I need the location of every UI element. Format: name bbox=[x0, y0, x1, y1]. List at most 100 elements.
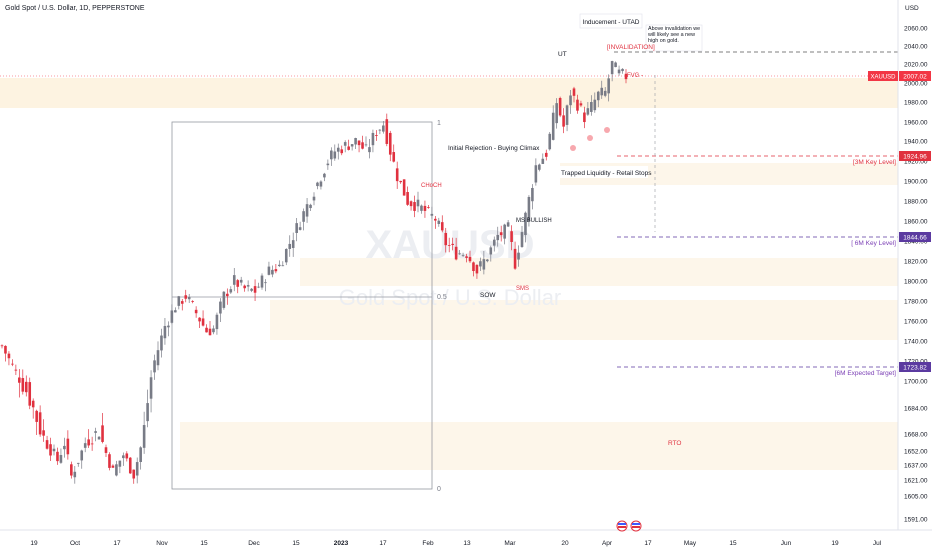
candle bbox=[541, 153, 545, 164]
candle bbox=[18, 369, 21, 398]
candle bbox=[402, 179, 406, 196]
candle bbox=[229, 286, 233, 294]
candle bbox=[569, 90, 572, 114]
candle bbox=[194, 306, 198, 318]
candle bbox=[423, 200, 427, 218]
candle bbox=[167, 321, 170, 337]
x-tick-label: 17 bbox=[113, 540, 121, 547]
initial-rejection-label: Initial Rejection - Buying Climax bbox=[448, 145, 540, 152]
y-tick-label: 2040.00 bbox=[904, 44, 928, 51]
price-axis[interactable]: USD 2060.00 2040.00 2020.00 2000.00 1980.00 1… bbox=[868, 0, 931, 530]
candle bbox=[278, 260, 281, 267]
candle bbox=[295, 217, 298, 242]
candle bbox=[226, 288, 229, 305]
candle bbox=[316, 181, 319, 190]
candle bbox=[187, 293, 191, 303]
candle bbox=[503, 223, 506, 245]
candle bbox=[416, 191, 420, 213]
candle bbox=[319, 180, 323, 190]
economic-events[interactable] bbox=[616, 520, 642, 532]
candle bbox=[76, 462, 80, 467]
candle bbox=[385, 113, 389, 147]
candle bbox=[447, 237, 451, 253]
x-tick-label: Jun bbox=[781, 540, 792, 547]
candle bbox=[260, 273, 264, 290]
candle bbox=[617, 65, 621, 76]
candle bbox=[52, 444, 56, 456]
candle bbox=[104, 444, 108, 458]
candle bbox=[101, 413, 104, 444]
candle bbox=[250, 288, 253, 293]
candle bbox=[506, 219, 510, 228]
x-tick-label: Dec bbox=[248, 540, 260, 547]
candle bbox=[42, 419, 45, 442]
candle bbox=[170, 304, 174, 325]
candle bbox=[343, 140, 347, 153]
candle bbox=[4, 345, 7, 362]
x-tick-label: 20 bbox=[561, 540, 569, 547]
candle bbox=[603, 87, 607, 98]
candle bbox=[45, 435, 49, 450]
y-tick-label: 2060.00 bbox=[904, 26, 928, 33]
candle bbox=[420, 204, 423, 214]
candle bbox=[409, 200, 413, 211]
tag-3m-key-level: [3M Key Level] bbox=[853, 159, 896, 166]
x-tick-label: Nov bbox=[156, 540, 168, 547]
candle bbox=[565, 104, 569, 132]
candle bbox=[558, 96, 562, 118]
candle bbox=[264, 279, 267, 292]
y-tick-label: 1800.00 bbox=[904, 279, 928, 286]
y-tick-label: 1740.00 bbox=[904, 339, 928, 346]
candle bbox=[0, 344, 4, 349]
candle bbox=[135, 457, 139, 484]
candle bbox=[66, 430, 70, 460]
candle bbox=[368, 139, 371, 159]
candle bbox=[323, 172, 326, 182]
candle bbox=[215, 312, 219, 335]
candle bbox=[479, 257, 482, 271]
candle bbox=[284, 248, 288, 266]
candle bbox=[184, 289, 188, 303]
candle bbox=[21, 369, 25, 395]
candle bbox=[406, 186, 409, 206]
candle bbox=[378, 128, 382, 135]
candle bbox=[392, 144, 396, 163]
price-tag-3m-text: 1924.96 bbox=[903, 154, 927, 161]
candle bbox=[461, 252, 465, 257]
candle bbox=[326, 159, 330, 170]
candle bbox=[267, 261, 271, 276]
candle bbox=[271, 265, 274, 278]
candle bbox=[465, 253, 468, 263]
candle bbox=[128, 457, 132, 474]
candle bbox=[544, 149, 548, 161]
candle bbox=[624, 69, 628, 84]
candle bbox=[208, 321, 212, 336]
y-tick-label: 1605.00 bbox=[904, 494, 928, 501]
candle bbox=[499, 225, 503, 242]
candle bbox=[336, 143, 340, 160]
candle bbox=[437, 217, 441, 227]
tag-6m-key-level: [ 6M Key Level] bbox=[851, 240, 896, 247]
candle bbox=[517, 245, 520, 267]
candle bbox=[118, 460, 122, 474]
candle bbox=[451, 237, 454, 251]
symbol-title[interactable]: Gold Spot / U.S. Dollar, 1D, PEPPERSTONE bbox=[5, 5, 145, 12]
candle bbox=[139, 446, 142, 470]
y-tick-label: 1820.00 bbox=[904, 259, 928, 266]
watermark-name: Gold Spot / U.S. Dollar bbox=[339, 285, 562, 310]
candle bbox=[90, 436, 94, 451]
candle bbox=[191, 300, 194, 304]
trapped-liquidity-box bbox=[558, 166, 648, 178]
time-axis[interactable]: 19 Oct 17 Nov 15 Dec 15 2023 17 Feb 13 Mar 20 Apr 17 Ma… bbox=[0, 529, 932, 547]
price-tag-symbol bbox=[868, 71, 898, 81]
candle bbox=[222, 290, 226, 310]
candle bbox=[548, 131, 552, 151]
y-tick-label: 1860.00 bbox=[904, 219, 928, 226]
candle bbox=[132, 469, 136, 484]
x-tick-label: Jul bbox=[873, 540, 882, 547]
candle bbox=[288, 235, 292, 257]
candle bbox=[35, 409, 38, 435]
currency-label: USD bbox=[905, 5, 919, 12]
y-tick-label: 2020.00 bbox=[904, 62, 928, 69]
